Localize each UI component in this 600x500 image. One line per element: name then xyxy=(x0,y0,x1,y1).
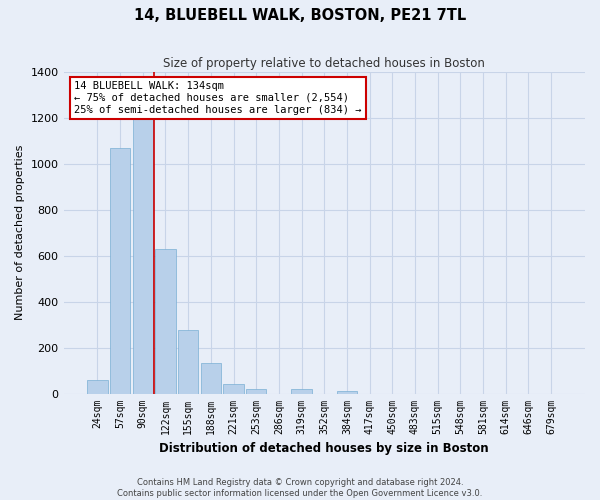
Title: Size of property relative to detached houses in Boston: Size of property relative to detached ho… xyxy=(163,58,485,70)
Bar xyxy=(337,391,357,394)
Bar xyxy=(246,390,266,394)
X-axis label: Distribution of detached houses by size in Boston: Distribution of detached houses by size … xyxy=(160,442,489,455)
Bar xyxy=(223,384,244,394)
Bar xyxy=(178,330,199,394)
Bar xyxy=(292,390,312,394)
Text: 14 BLUEBELL WALK: 134sqm
← 75% of detached houses are smaller (2,554)
25% of sem: 14 BLUEBELL WALK: 134sqm ← 75% of detach… xyxy=(74,82,361,114)
Bar xyxy=(133,108,153,394)
Bar xyxy=(155,248,176,394)
Bar xyxy=(200,362,221,394)
Bar xyxy=(87,380,107,394)
Text: 14, BLUEBELL WALK, BOSTON, PE21 7TL: 14, BLUEBELL WALK, BOSTON, PE21 7TL xyxy=(134,8,466,22)
Bar xyxy=(110,148,130,394)
Y-axis label: Number of detached properties: Number of detached properties xyxy=(15,145,25,320)
Text: Contains HM Land Registry data © Crown copyright and database right 2024.
Contai: Contains HM Land Registry data © Crown c… xyxy=(118,478,482,498)
